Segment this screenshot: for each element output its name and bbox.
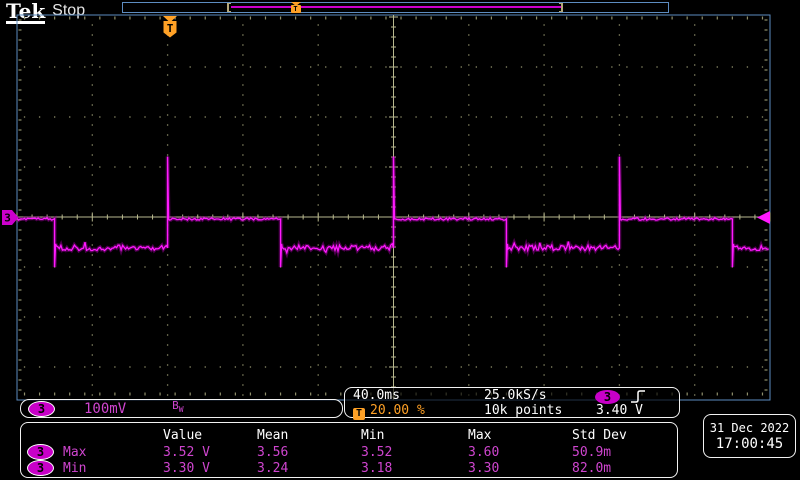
sample-rate: 25.0kS/s — [484, 388, 547, 403]
rising-edge-icon — [631, 390, 645, 403]
trigger-arrow-icon — [290, 2, 301, 6]
channel3-badge: 3 — [28, 445, 53, 459]
table-row-min: 3 Min 3.30 V 3.24 3.18 3.30 82.0m — [21, 460, 677, 476]
waveform-trace-ch3 — [16, 156, 769, 268]
trigger-position: T 20.00 % — [353, 404, 425, 420]
trigger-position-flag-icon — [163, 21, 177, 38]
svg-text:T: T — [167, 22, 174, 35]
record-view-bar: T — [122, 2, 669, 13]
trigger-level-marker — [757, 211, 770, 224]
measurement-stddev: 50.9m — [572, 444, 612, 460]
date-label: 31 Dec 2022 — [709, 420, 790, 435]
window-bracket-left-icon — [227, 3, 231, 12]
measurement-name: Min — [63, 460, 87, 476]
measurement-max: 3.30 — [468, 460, 500, 476]
col-header-mean: Mean — [257, 428, 289, 443]
trigger-position-marker-small: T — [290, 2, 301, 15]
time-per-div: 40.0ms — [353, 388, 400, 403]
measurement-value: 3.52 V — [163, 444, 210, 460]
trigger-position-arrow-icon — [163, 16, 177, 23]
col-header-value: Value — [163, 428, 203, 443]
datetime-display: 31 Dec 2022 17:00:45 — [703, 414, 796, 458]
channel3-badge: 3 — [29, 401, 54, 416]
measurements-table: Value Mean Min Max Std Dev 3 Max 3.52 V 3… — [20, 422, 678, 478]
trigger-source-badge: 3 — [595, 390, 620, 404]
trigger-level: 3.40 V — [596, 403, 643, 418]
measurement-mean: 3.24 — [257, 460, 289, 476]
measurement-min: 3.52 — [361, 444, 393, 460]
window-bracket-right-icon — [559, 3, 563, 12]
channel3-readout: 3 100mV BW — [20, 399, 343, 418]
measurement-value: 3.30 V — [163, 460, 210, 476]
channel3-position-marker — [2, 210, 19, 225]
col-header-min: Min — [361, 428, 385, 443]
trigger-t-icon: T — [353, 408, 365, 420]
measurement-stddev: 82.0m — [572, 460, 612, 476]
channel3-badge: 3 — [28, 461, 53, 475]
col-header-max: Max — [468, 428, 492, 443]
table-row-max: 3 Max 3.52 V 3.56 3.52 3.60 50.9m — [21, 444, 677, 460]
table-header-row: Value Mean Min Max Std Dev — [21, 427, 677, 444]
measurement-name: Max — [63, 444, 87, 460]
measurement-min: 3.18 — [361, 460, 393, 476]
col-header-stddev: Std Dev — [572, 428, 627, 443]
trigger-t-icon: T — [290, 5, 301, 13]
record-window-line — [231, 6, 561, 8]
horizontal-trigger-readout: 40.0ms T 20.00 % 25.0kS/s 10k points 3 3.… — [344, 387, 680, 420]
brand-logo: Tek — [6, 0, 46, 24]
graticule-and-waveform: 3T — [2, 14, 771, 401]
edge-ticks — [18, 16, 768, 396]
record-length: 10k points — [484, 403, 563, 418]
bandwidth-limit-icon: BW — [172, 399, 184, 415]
channel3-scale: 100mV — [84, 400, 127, 417]
measurement-mean: 3.56 — [257, 444, 289, 460]
svg-text:3: 3 — [4, 212, 11, 225]
measurement-max: 3.60 — [468, 444, 500, 460]
time-label: 17:00:45 — [715, 435, 784, 452]
